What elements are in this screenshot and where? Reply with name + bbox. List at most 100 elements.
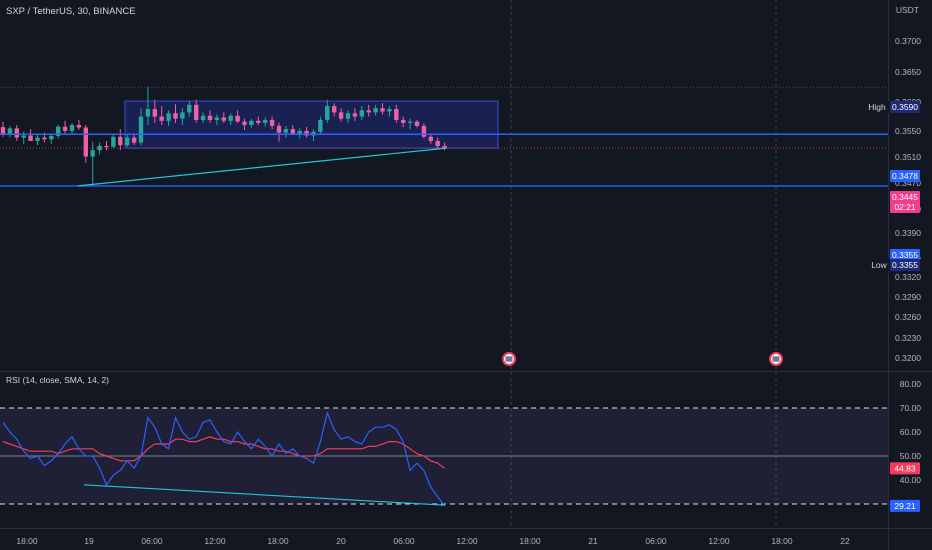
us-flag-event-icon[interactable] [502,352,516,366]
main-lines [0,133,888,187]
candle [131,133,137,146]
candle [145,87,151,125]
rsi-tick-label: 80.00 [900,379,922,389]
rsi-value-text: 29.21 [894,501,916,511]
hline2-value-label-bg [890,249,920,261]
candle-body [76,125,82,128]
high-value-label[interactable]: 0.3590 [890,101,920,113]
hline2-value-label[interactable]: 0.3355 [890,249,920,261]
candle [166,110,171,126]
currency-label[interactable]: USDT [896,5,919,15]
candle [256,116,261,125]
rsi-value-bg [890,499,920,512]
candle-body [394,109,399,120]
candle [49,133,54,144]
hline-value-label-text: 0.3478 [892,171,918,181]
candle [214,114,220,125]
candlestick-series [0,87,447,186]
event-markers[interactable] [502,352,783,366]
candle [62,120,68,134]
range-rectangle[interactable] [124,100,499,149]
candle [56,125,61,139]
time-tick-label: 20 [336,536,346,546]
candle-body [90,150,95,157]
price-axis[interactable]: 0.37000.36500.36000.35500.35100.34700.34… [866,36,921,363]
candle-body [442,146,447,149]
candle-body [180,112,185,119]
candle-body [242,121,247,125]
candle-body [49,135,54,140]
rsi-title[interactable]: RSI (14, close, SMA, 14, 2) [6,375,109,385]
high-tag-bg [866,101,889,113]
high-label[interactable]: High [866,101,889,113]
candle [269,116,275,130]
candle [263,117,268,127]
candle-body [290,129,295,134]
last-price-text: 0.3445 [892,192,918,202]
price-tick-label: 0.3650 [895,67,921,77]
candle-body [200,115,206,120]
candle-body [125,137,130,146]
candle-body [269,119,275,126]
candle-body [21,135,26,138]
countdown-text: 02:21 [894,202,916,212]
candle-body [131,137,137,143]
rsi-divergence-trendline[interactable] [83,484,445,506]
low-label[interactable]: Low [866,259,889,271]
candle-body [56,126,61,136]
candle-body [249,120,254,125]
price-tick-label: 0.3260 [895,312,921,322]
candle [228,113,233,125]
candle [118,129,123,151]
time-axis[interactable]: 18:00 19 06:00 12:00 18:00 20 06:00 12:00 18:00 2… [16,536,850,546]
candle-body [173,113,178,119]
time-tick-label: 12:00 [456,536,478,546]
rsi-pane [0,407,888,507]
candle [207,110,213,123]
time-tick-label: 18:00 [267,536,289,546]
candle [111,134,116,149]
candle [304,127,309,138]
hline-value-label[interactable]: 0.3478 [890,170,920,182]
time-tick-label: 21 [588,536,598,546]
rsi-axis[interactable]: 80.00 70.00 60.00 50.00 40.00 44.83 29.21 [890,379,921,512]
candle-body [435,140,440,146]
candle-body [104,146,109,147]
rsi-sma-value-label[interactable]: 44.83 [890,462,920,475]
us-flag-event-icon[interactable] [769,352,783,366]
hline2-value-label-text: 0.3355 [892,250,918,260]
low-tag-text: Low [871,260,887,270]
candle-body [111,136,116,147]
low-value-label[interactable]: 0.3355 [890,259,920,271]
price-tick-label: 0.3390 [895,228,921,238]
time-tick-label: 18:00 [771,536,793,546]
rsi-sma-line[interactable] [2,436,445,469]
candle [194,99,199,123]
candle-body [228,115,233,121]
candle [187,100,192,117]
rsi-value-label[interactable]: 29.21 [890,499,920,512]
support-trendline[interactable] [77,147,447,187]
candle-body [401,119,406,123]
candle [338,108,344,122]
candle [97,142,102,155]
candle [359,106,364,120]
low-value-label-text: 0.3355 [892,260,918,270]
candle-body [97,146,102,151]
candle-body [83,127,88,157]
candle-body [276,125,282,133]
candle [14,125,19,141]
time-tick-label: 06:00 [393,536,415,546]
candle-body [283,129,289,133]
candle-body [159,116,164,121]
candle [297,128,302,139]
rsi-line[interactable] [2,410,446,507]
candle-body [359,110,364,117]
low-value-label-bg [890,259,920,271]
candle-body [152,109,157,117]
symbol-title[interactable]: SXP / TetherUS, 30, BINANCE [6,6,136,17]
flag-field [505,356,513,362]
candle-body [345,113,351,119]
